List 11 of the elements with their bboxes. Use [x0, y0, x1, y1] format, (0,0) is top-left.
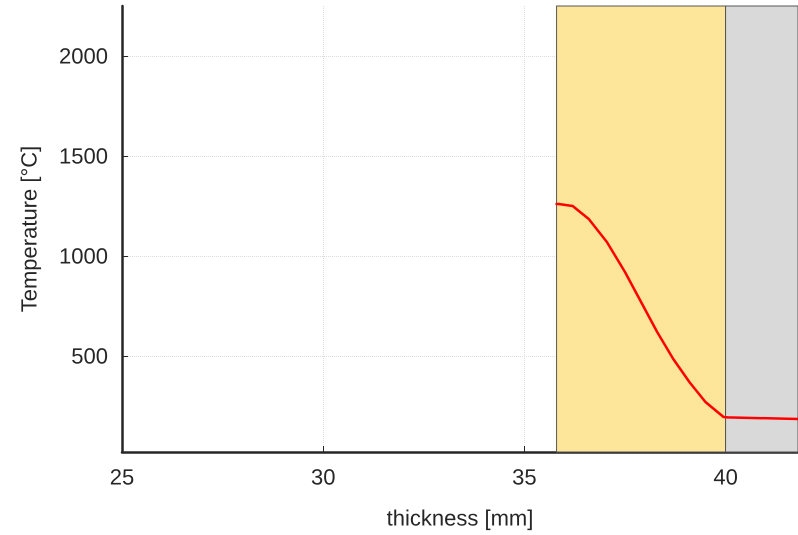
y-axis-title: Temperature [°C] [16, 146, 42, 312]
x-tick-label: 25 [110, 464, 134, 490]
line-series [555, 202, 798, 420]
x-tick-label: 30 [310, 464, 336, 490]
y-tick-label: 1500 [59, 144, 108, 168]
y-tick-label: 2000 [59, 44, 108, 68]
x-tick-label: 35 [512, 464, 537, 490]
y-tick-label: 1000 [59, 244, 108, 268]
y-tick-label: 500 [71, 344, 108, 368]
x-axis-title: thickness [mm] [386, 506, 534, 530]
x-tick-label: 40 [713, 464, 738, 490]
